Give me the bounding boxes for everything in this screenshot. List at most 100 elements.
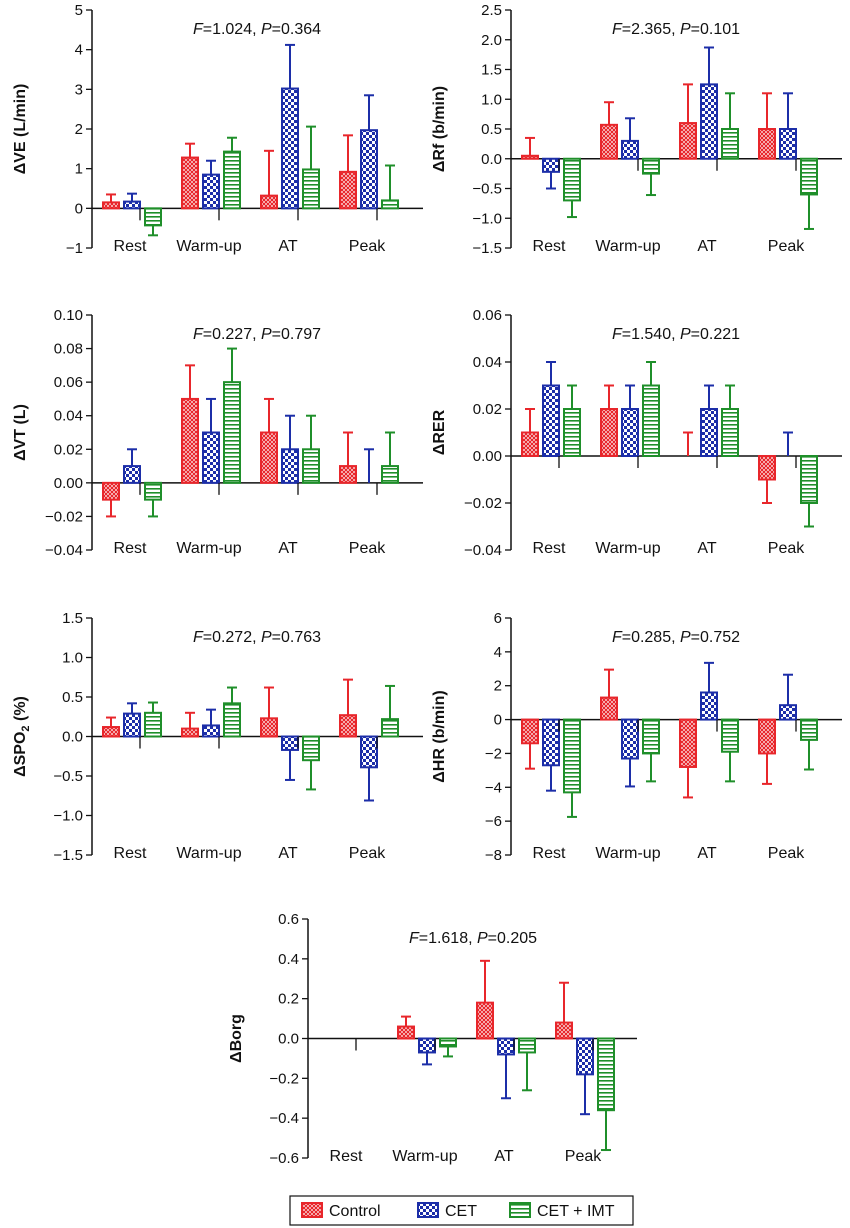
x-tick-label-warm-up: Warm-up	[595, 540, 660, 557]
y-tick-label: 1.5	[62, 610, 83, 627]
bar-cet-rest	[123, 712, 141, 738]
stat-p-value: =0.205	[488, 930, 537, 947]
x-tick-label-warm-up: Warm-up	[595, 238, 660, 255]
stat-f-label: F	[612, 326, 623, 343]
x-tick-label-at: AT	[278, 540, 297, 557]
y-tick-label: 5	[75, 2, 83, 19]
chart-panel-2: −1.5 −1.0 −0.5 0.0 0.5 1.0 1.5 2.0 2.5 ΔRf (b/min…	[431, 2, 842, 257]
bar-cet-rest	[542, 718, 560, 767]
x-tick-label-rest: Rest	[533, 238, 566, 255]
bar-cet-at	[700, 83, 718, 160]
stat-p-label: P	[680, 629, 691, 646]
bar-control-warm-up	[181, 156, 199, 210]
y-tick-label: −0.5	[472, 181, 502, 198]
bar-cet-warm-up	[621, 139, 639, 160]
y-tick-label: 0.0	[62, 729, 83, 746]
y-tick-label: −1.0	[472, 210, 502, 227]
x-tick-label-at: AT	[697, 845, 716, 862]
stat-f-label: F	[612, 21, 623, 38]
y-tick-label: 2.5	[481, 2, 502, 19]
stat-p-label: P	[261, 629, 272, 646]
stat-annotation: F=1.024, P=0.364	[193, 21, 321, 38]
y-axis-label-subscript: 2	[20, 725, 32, 731]
y-axis-label: ΔVT (L)	[12, 404, 29, 461]
x-tick-label-rest: Rest	[114, 238, 147, 255]
bar-cet-warm-up	[202, 431, 220, 484]
x-tick-label-at: AT	[278, 238, 297, 255]
y-tick-label: 0.2	[278, 991, 299, 1008]
x-tick-label-rest: Rest	[533, 845, 566, 862]
stat-p-label: P	[261, 326, 272, 343]
legend-swatch-control	[301, 1202, 323, 1218]
stat-p-label: P	[680, 21, 691, 38]
y-tick-label: 2	[75, 121, 83, 138]
y-tick-label: 0.0	[278, 1031, 299, 1048]
bar-cet-imt-rest	[563, 157, 581, 202]
stat-p-label: P	[680, 326, 691, 343]
legend-box	[289, 1195, 634, 1226]
bar-control-at	[260, 717, 278, 738]
bar-cet-warm-up	[621, 408, 639, 457]
y-tick-label: 1.5	[481, 62, 502, 79]
y-tick-label: −0.2	[269, 1070, 299, 1087]
bar-control-at	[260, 431, 278, 484]
y-tick-label: 0.02	[54, 441, 83, 458]
stat-p-value: =0.763	[272, 629, 321, 646]
x-tick-label-at: AT	[697, 238, 716, 255]
stat-f-label: F	[193, 21, 204, 38]
y-axis-label: ΔRf (b/min)	[431, 86, 448, 172]
legend-swatch-cet-imt	[509, 1202, 531, 1218]
bar-cet-imt-peak	[800, 718, 818, 741]
bar-cet-imt-rest	[144, 207, 162, 227]
bar-cet-rest	[123, 465, 141, 484]
bar-cet-imt-peak	[597, 1037, 615, 1112]
stat-f-value: =2.365,	[622, 21, 680, 38]
bar-control-warm-up	[600, 123, 618, 160]
y-tick-label: 6	[494, 610, 502, 627]
y-tick-label: 0.00	[54, 475, 83, 492]
bar-control-rest	[521, 154, 539, 160]
bar-cet-imt-peak	[381, 465, 399, 484]
legend: Control CET CET + IMT	[289, 1195, 634, 1226]
bar-control-at	[476, 1001, 494, 1040]
y-axis-label: ΔSPO2 (%)	[12, 696, 32, 777]
y-tick-label: 0.02	[473, 401, 502, 418]
bar-cet-imt-at	[518, 1037, 536, 1054]
y-tick-label: −2	[485, 745, 502, 762]
stat-annotation: F=2.365, P=0.101	[612, 21, 740, 38]
stat-f-value: =1.618,	[419, 930, 477, 947]
y-tick-label: 0.4	[278, 951, 299, 968]
bar-control-at	[260, 194, 278, 210]
bar-control-warm-up	[600, 408, 618, 457]
y-tick-label: −0.02	[464, 495, 502, 512]
stat-f-value: =1.024,	[203, 21, 261, 38]
y-tick-label: 0	[75, 200, 83, 217]
bar-cet-imt-warm-up	[642, 157, 660, 175]
y-axis-label: ΔRER	[431, 409, 448, 455]
stat-f-label: F	[193, 326, 204, 343]
y-tick-label: −0.04	[45, 542, 83, 559]
x-tick-label-peak: Peak	[768, 238, 805, 255]
stat-f-label: F	[612, 629, 623, 646]
bar-cet-at	[700, 408, 718, 457]
bar-cet-at	[497, 1037, 515, 1056]
bar-cet-imt-peak	[381, 718, 399, 738]
bar-cet-imt-rest	[144, 711, 162, 738]
y-tick-label: −1.5	[53, 847, 83, 864]
y-tick-label: −1.5	[472, 240, 502, 257]
chart-panel-1: −1 0 1 2 3 4 5 ΔVE (L/min) F=1.024, P=0.364 Rest W…	[12, 2, 423, 257]
bar-control-peak	[758, 718, 776, 755]
stat-p-value: =0.797	[272, 326, 321, 343]
y-tick-label: −0.4	[269, 1110, 299, 1127]
bar-cet-imt-rest	[144, 481, 162, 501]
bar-control-warm-up	[600, 696, 618, 721]
y-tick-label: −8	[485, 847, 502, 864]
y-tick-label: 0.00	[473, 448, 502, 465]
bar-cet-imt-warm-up	[223, 702, 241, 738]
chart-panel-6: −8 −6 −4 −2 0 2 4 6 ΔHR (b/min) F=0.285, P=0.752 R…	[431, 610, 842, 864]
bar-cet-imt-at	[721, 408, 739, 457]
y-tick-label: 0.04	[473, 354, 502, 371]
y-axis-label: ΔHR (b/min)	[431, 690, 448, 782]
legend-label: Control	[329, 1203, 381, 1220]
